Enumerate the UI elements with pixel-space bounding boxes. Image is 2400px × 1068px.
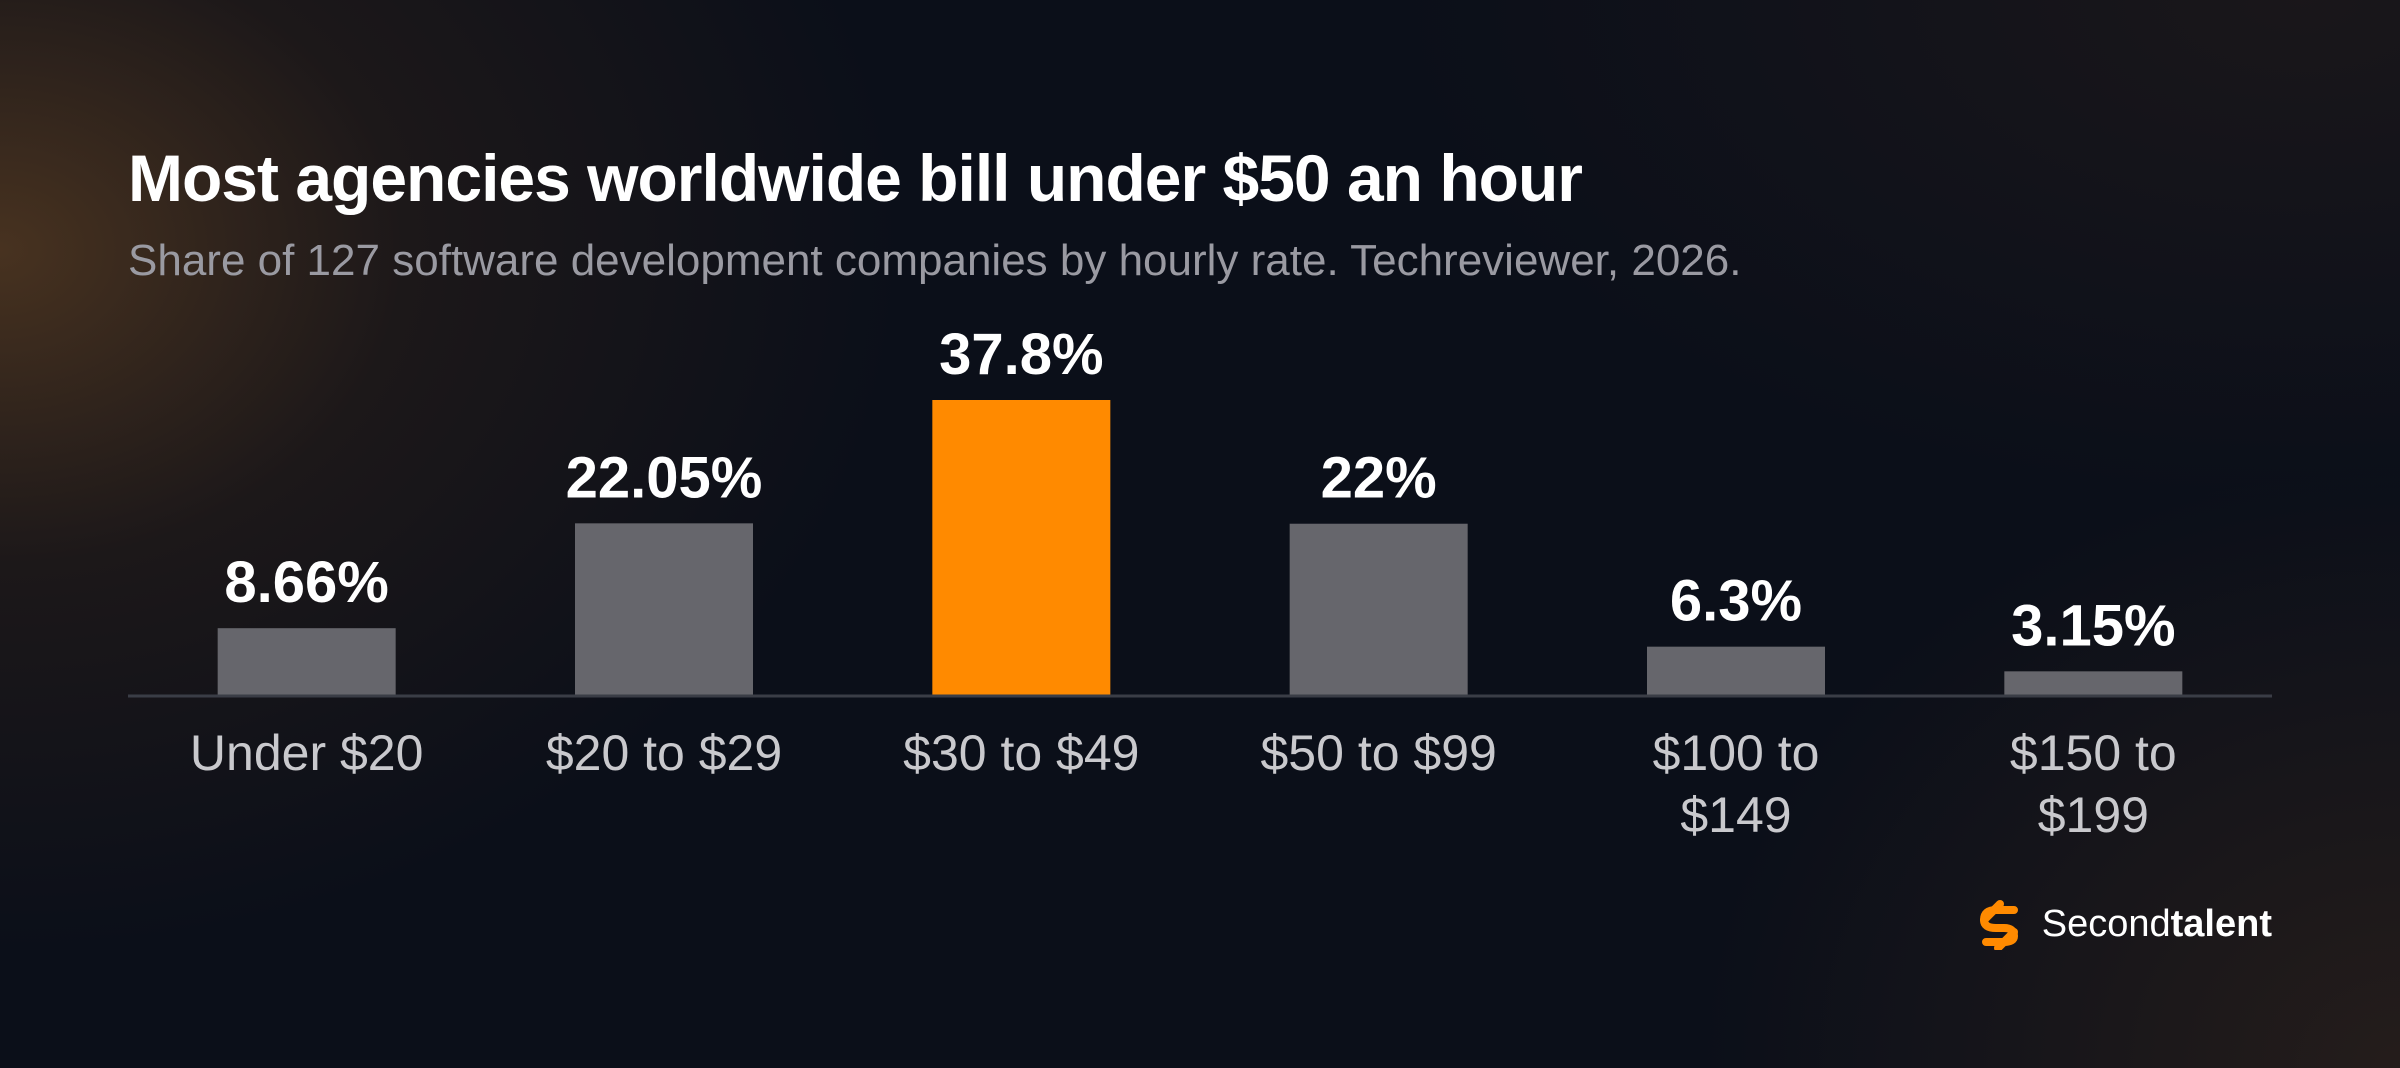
category-label-2: $20 to $29 bbox=[546, 725, 782, 781]
secondtalent-s-logo-icon bbox=[1979, 900, 2018, 950]
category-label-5: $100 to $149 bbox=[1653, 725, 1820, 843]
category-label-line: $199 bbox=[2038, 787, 2149, 843]
bar-5 bbox=[1647, 646, 1825, 696]
bar-value-label-2: 22.05% bbox=[566, 445, 763, 510]
category-label-3: $30 to $49 bbox=[903, 725, 1139, 781]
chart-subtitle: Share of 127 software development compan… bbox=[128, 236, 1742, 285]
brand-logo: Secondtalent bbox=[1974, 898, 2272, 950]
chart-title: Most agencies worldwide bill under $50 a… bbox=[128, 141, 1583, 215]
brand-name-bold: talent bbox=[2170, 902, 2272, 945]
category-label-line: $50 to $99 bbox=[1261, 725, 1497, 781]
category-label-line: $20 to $29 bbox=[546, 725, 782, 781]
category-label-1: Under $20 bbox=[190, 725, 424, 781]
brand-name: Secondtalent bbox=[2042, 903, 2272, 946]
category-label-4: $50 to $99 bbox=[1261, 725, 1497, 781]
labels-layer: 8.66% Under $20 22.05% $20 to $29 37.8% $30 t… bbox=[190, 322, 2177, 843]
bar-value-label-4: 22% bbox=[1321, 446, 1437, 511]
category-label-line: $30 to $49 bbox=[903, 725, 1139, 781]
category-label-line: Under $20 bbox=[190, 725, 424, 781]
bar-1 bbox=[217, 628, 396, 696]
category-label-line: $149 bbox=[1680, 787, 1791, 843]
bar-value-label-6: 3.15% bbox=[2011, 593, 2175, 658]
category-label-6: $150 to $199 bbox=[2010, 725, 2177, 843]
bar-value-label-3: 37.8% bbox=[939, 322, 1103, 387]
bar-6 bbox=[2004, 671, 2183, 696]
bars-layer bbox=[217, 400, 2183, 696]
bar-value-label-5: 6.3% bbox=[1670, 569, 1802, 634]
brand-name-regular: Second bbox=[2041, 902, 2171, 945]
bar-4 bbox=[1289, 523, 1468, 696]
bar-value-label-1: 8.66% bbox=[224, 550, 388, 615]
category-label-line: $150 to bbox=[2010, 725, 2177, 781]
bar-3 bbox=[932, 400, 1111, 696]
bar-2 bbox=[575, 523, 753, 696]
category-label-line: $100 to bbox=[1653, 725, 1820, 781]
